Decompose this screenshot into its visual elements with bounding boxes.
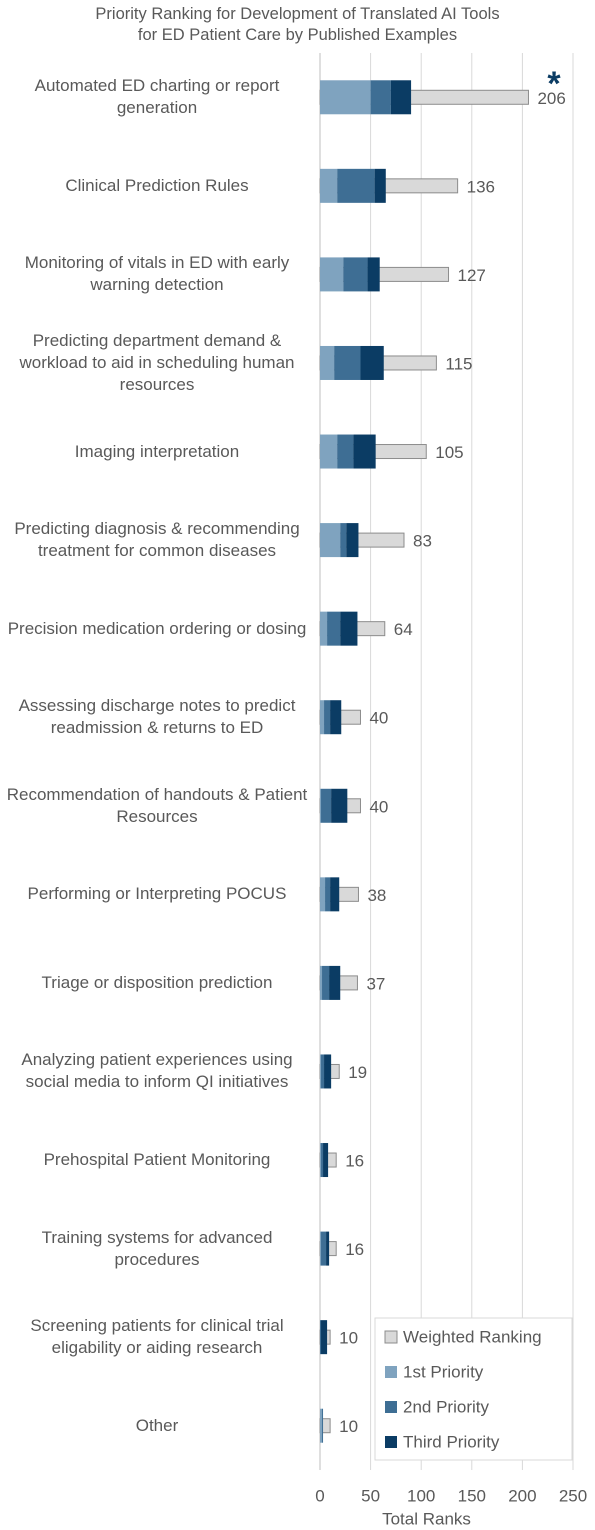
legend-label: Third Priority	[403, 1432, 500, 1451]
bar	[324, 700, 331, 735]
y-tick-label: Prehospital Patient Monitoring	[43, 1150, 271, 1170]
data-label: 38	[367, 886, 386, 905]
y-tick-label: Assessing discharge notes to predict rea…	[18, 696, 296, 738]
bar	[325, 877, 331, 912]
legend-label: 2nd Priority	[403, 1397, 489, 1416]
data-label: 105	[435, 443, 463, 462]
bar	[330, 700, 342, 735]
bar	[320, 700, 325, 735]
x-tick-label: 0	[315, 1486, 324, 1505]
bar	[340, 611, 358, 646]
bar	[390, 80, 412, 115]
y-tick-label: Other	[135, 1415, 179, 1435]
y-tick-label: Analyzing patient experiences using soci…	[21, 1050, 293, 1092]
data-label: 115	[445, 354, 472, 373]
bar	[323, 1143, 329, 1178]
data-label: 10	[339, 1329, 358, 1348]
y-tick-label: Recommendation of handouts & Patient Res…	[6, 784, 308, 826]
bar	[320, 434, 338, 469]
legend-swatch	[385, 1436, 397, 1448]
x-tick-label: 50	[361, 1486, 380, 1505]
y-tick-label: Predicting department demand & workload …	[19, 330, 295, 394]
bar	[343, 257, 368, 292]
bar	[330, 877, 340, 912]
bar	[374, 168, 386, 203]
y-tick-label: Precision medication ordering or dosing	[7, 618, 307, 638]
x-axis-title: Total Ranks	[382, 1509, 471, 1528]
bar	[321, 788, 332, 823]
bar	[360, 345, 384, 380]
y-tick-label: Clinical Prediction Rules	[65, 175, 249, 195]
data-label: 16	[345, 1152, 364, 1171]
bar	[329, 965, 341, 1000]
data-label: 40	[369, 797, 388, 816]
legend-swatch	[385, 1401, 397, 1413]
bar	[326, 1231, 330, 1266]
legend-label: Weighted Ranking	[403, 1327, 542, 1346]
bar	[340, 523, 347, 558]
bar	[327, 611, 341, 646]
bar	[320, 1231, 322, 1266]
legend-label: 1st Priority	[403, 1362, 484, 1381]
bar	[322, 965, 330, 1000]
data-label: 83	[413, 532, 432, 551]
bar	[324, 1054, 332, 1089]
bar	[320, 80, 371, 115]
bar	[321, 1320, 328, 1355]
bar	[320, 788, 322, 823]
data-label: 206	[537, 89, 565, 108]
bar	[320, 1054, 322, 1089]
bar	[322, 1408, 324, 1443]
bar	[337, 434, 354, 469]
bar	[370, 80, 391, 115]
bar	[320, 611, 328, 646]
bar	[321, 1231, 327, 1266]
bar	[320, 1143, 322, 1178]
data-label: 64	[394, 620, 413, 639]
y-tick-label: Automated ED charting or report generati…	[34, 76, 280, 118]
y-tick-label: Monitoring of vitals in ED with early wa…	[24, 253, 290, 295]
bar	[320, 965, 323, 1000]
legend-box	[374, 1317, 573, 1461]
bar	[331, 788, 348, 823]
data-label: 40	[369, 709, 388, 728]
bar	[320, 1408, 323, 1443]
bar	[337, 168, 375, 203]
bar	[320, 877, 326, 912]
bar	[321, 1143, 324, 1178]
bar	[321, 1054, 325, 1089]
bar	[367, 257, 380, 292]
x-tick-label: 100	[407, 1486, 435, 1505]
chart-title: for ED Patient Care by Published Example…	[137, 26, 458, 44]
x-tick-label: 250	[559, 1486, 587, 1505]
x-tick-label: 200	[508, 1486, 536, 1505]
data-label: 127	[458, 266, 486, 285]
bar	[320, 523, 341, 558]
data-label: 10	[339, 1417, 358, 1436]
bar	[346, 523, 359, 558]
data-label: 19	[348, 1063, 367, 1082]
x-tick-label: 150	[458, 1486, 486, 1505]
y-tick-label: Triage or disposition prediction	[41, 972, 273, 992]
data-label: 136	[467, 177, 495, 196]
y-tick-label: Screening patients for clinical trial el…	[30, 1316, 284, 1358]
annotation: *	[547, 65, 561, 103]
bar	[334, 345, 361, 380]
bar	[320, 168, 338, 203]
data-label: 37	[366, 974, 385, 993]
bar	[320, 345, 335, 380]
data-label: 16	[345, 1240, 364, 1259]
y-tick-label: Imaging interpretation	[74, 441, 240, 461]
bar	[320, 1320, 322, 1355]
chart-title: Priority Ranking for Development of Tran…	[95, 5, 500, 23]
legend-swatch	[385, 1366, 397, 1378]
y-tick-label: Performing or Interpreting POCUS	[27, 884, 287, 904]
bar	[320, 257, 344, 292]
bar	[353, 434, 376, 469]
y-tick-label: Training systems for advanced procedures	[41, 1227, 273, 1269]
y-tick-label: Predicting diagnosis & recommending trea…	[14, 519, 300, 561]
legend-swatch	[384, 1330, 398, 1344]
